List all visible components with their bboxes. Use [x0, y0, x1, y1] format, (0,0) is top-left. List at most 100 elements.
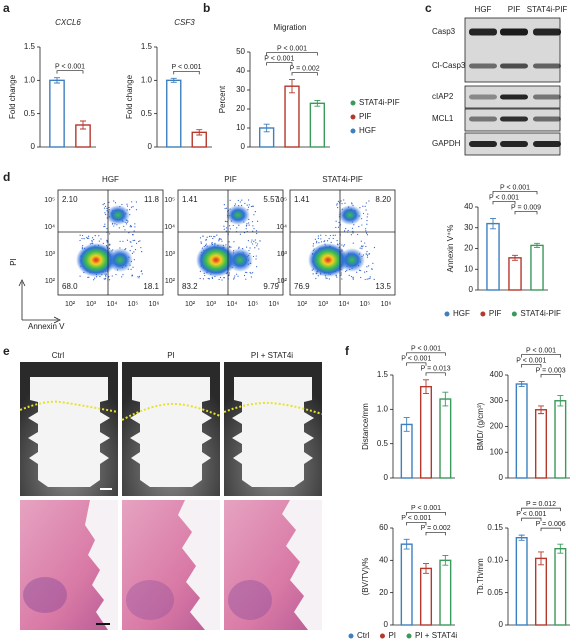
flow-event	[362, 245, 364, 247]
y-tick-label: 0	[241, 142, 246, 151]
flow-event	[314, 238, 316, 240]
flow-x-tick: 10²	[65, 301, 76, 308]
flow-event	[351, 227, 354, 229]
bar	[554, 400, 567, 479]
flow-event	[103, 207, 106, 209]
flow-event	[234, 203, 236, 205]
flow-event	[218, 278, 220, 281]
flow-event	[256, 220, 259, 222]
blot-column: STAT4i-PIF	[527, 5, 568, 14]
flow-event	[125, 248, 127, 250]
y-tick-label: 0.05	[487, 588, 503, 597]
significance-bracket	[521, 507, 561, 512]
flow-event	[208, 235, 211, 237]
y-tick-label: 0.5	[141, 109, 153, 118]
y-axis-label: Annexin V⁺%	[446, 225, 455, 273]
quadrant-value: 83.2	[182, 282, 198, 291]
flow-event	[251, 221, 254, 223]
flow-event	[248, 224, 250, 226]
flow-event	[211, 277, 214, 279]
flow-event	[254, 211, 256, 213]
flow-event	[337, 226, 340, 228]
flow-x-tick: 10⁴	[227, 301, 238, 308]
p-value: P < 0.001	[516, 511, 546, 518]
flow-event	[345, 270, 347, 273]
flow-event	[131, 233, 134, 236]
flow-event	[104, 225, 106, 227]
flow-cytometry: PI Annexin V HGF 2.10 11.8 68.0 18.1 10⁵ 10⁴ 10…	[9, 175, 396, 331]
blot-band	[500, 141, 528, 147]
flow-event	[136, 242, 138, 245]
flow-event	[79, 234, 81, 236]
flow-event	[122, 240, 124, 242]
quadrant-value: 1.41	[182, 195, 198, 204]
flow-event	[125, 223, 128, 225]
bone-level	[19, 400, 119, 413]
flow-event	[109, 243, 111, 245]
flow-event	[210, 235, 212, 237]
flow-event	[102, 242, 104, 244]
error-bar	[534, 242, 540, 248]
flow-event	[248, 249, 250, 252]
flow-event	[365, 202, 367, 204]
p-value: P < 0.001	[411, 505, 441, 512]
flow-event	[247, 206, 250, 208]
flow-x-tick: 10³	[318, 301, 329, 308]
flow-event	[256, 232, 258, 235]
flow-event	[253, 214, 255, 216]
density	[196, 243, 236, 277]
flow-event	[360, 276, 362, 279]
flow-event	[245, 278, 247, 280]
panel-label: b	[203, 1, 210, 15]
flow-event	[368, 253, 370, 255]
flow-event	[372, 262, 374, 264]
tissue	[23, 577, 67, 613]
flow-event	[205, 243, 207, 245]
chart-title: CXCL6	[55, 18, 81, 27]
flow-event	[255, 258, 257, 260]
significance-bracket	[540, 374, 561, 378]
blot-band	[469, 63, 497, 69]
bar	[530, 244, 544, 291]
flow-event	[248, 222, 250, 224]
error-bar	[423, 563, 429, 574]
panel-label: e	[3, 344, 10, 358]
flow-event	[206, 236, 208, 238]
quadrant-value: 68.0	[62, 282, 78, 291]
flow-event	[202, 278, 205, 280]
panel-label: a	[3, 1, 10, 15]
flow-event	[104, 205, 107, 207]
flow-event	[255, 255, 257, 257]
chart-title: Migration	[274, 23, 307, 32]
flow-title: STAT4i-PIF	[322, 175, 363, 184]
blot-row: MCL1	[432, 114, 454, 123]
blot-band	[469, 116, 497, 122]
y-tick-label: 0	[384, 620, 389, 629]
y-tick-label: 0	[499, 473, 504, 482]
flow-event	[362, 205, 364, 207]
blot-box	[464, 17, 561, 83]
significance-bracket	[521, 354, 561, 358]
quadrant-value: 8.20	[375, 195, 391, 204]
flow-event	[248, 204, 250, 206]
legend-label: PI + STAT4i	[415, 631, 457, 640]
quadrant-value: 1.41	[294, 195, 310, 204]
flow-y-tick: 10²	[45, 278, 56, 285]
panel-label: d	[3, 170, 10, 184]
flow-event	[131, 275, 134, 277]
flow-y-tick: 10⁴	[276, 224, 287, 231]
bar	[49, 79, 65, 148]
bar	[508, 257, 522, 291]
p-value: P = 0.013	[421, 366, 451, 373]
flow-event	[335, 226, 337, 229]
flow-event	[334, 234, 336, 236]
significance-bracket	[425, 531, 446, 536]
error-bar	[170, 77, 177, 83]
flow-event	[130, 224, 132, 227]
blot-row: cIAP2	[432, 92, 454, 101]
y-axis-label: Distance/mm	[361, 403, 370, 450]
flow-event	[366, 234, 369, 236]
flow-event	[135, 201, 138, 203]
flow-event	[357, 233, 359, 236]
legend-label: STAT4i-PIF	[359, 98, 400, 107]
